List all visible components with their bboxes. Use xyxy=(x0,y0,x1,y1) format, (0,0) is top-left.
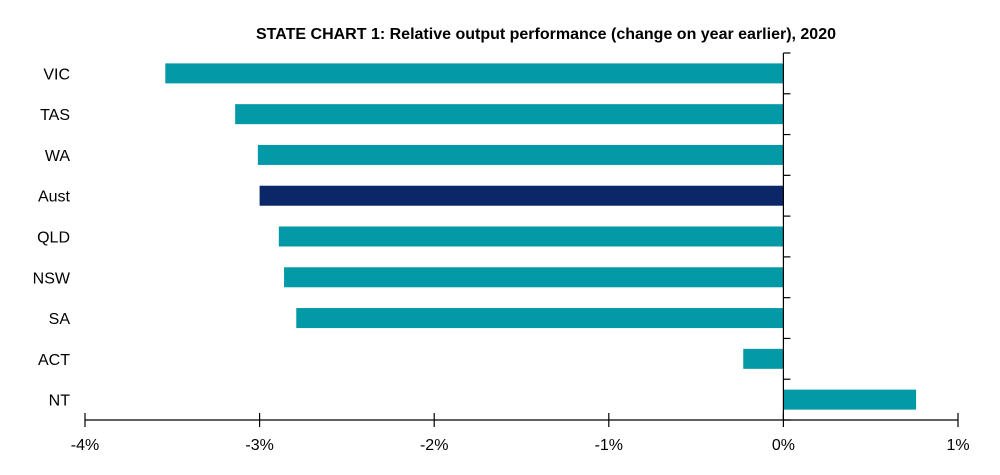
bar-nt xyxy=(783,389,917,410)
x-tick-label: -3% xyxy=(245,437,273,454)
bar-aust xyxy=(259,185,784,206)
bar-sa xyxy=(296,308,784,329)
category-label-sa: SA xyxy=(49,311,71,328)
category-label-tas: TAS xyxy=(40,107,70,124)
category-label-act: ACT xyxy=(38,352,70,369)
bar-qld xyxy=(278,226,784,247)
x-tick-label: 1% xyxy=(946,437,969,454)
x-tick-label: -1% xyxy=(595,437,623,454)
bar-vic xyxy=(165,63,784,84)
category-label-wa: WA xyxy=(45,148,71,165)
x-tick-label: -4% xyxy=(71,437,99,454)
category-label-aust: Aust xyxy=(38,189,71,206)
category-label-nt: NT xyxy=(49,393,71,410)
bar-wa xyxy=(257,144,784,165)
x-tick-label: 0% xyxy=(772,437,795,454)
chart-title: STATE CHART 1: Relative output performan… xyxy=(256,26,836,43)
bar-act xyxy=(743,348,784,369)
bar-nsw xyxy=(284,267,784,288)
category-label-nsw: NSW xyxy=(33,270,71,287)
category-label-vic: VIC xyxy=(43,66,70,83)
x-tick-label: -2% xyxy=(420,437,448,454)
bar-tas xyxy=(235,104,784,125)
category-label-qld: QLD xyxy=(37,230,70,247)
